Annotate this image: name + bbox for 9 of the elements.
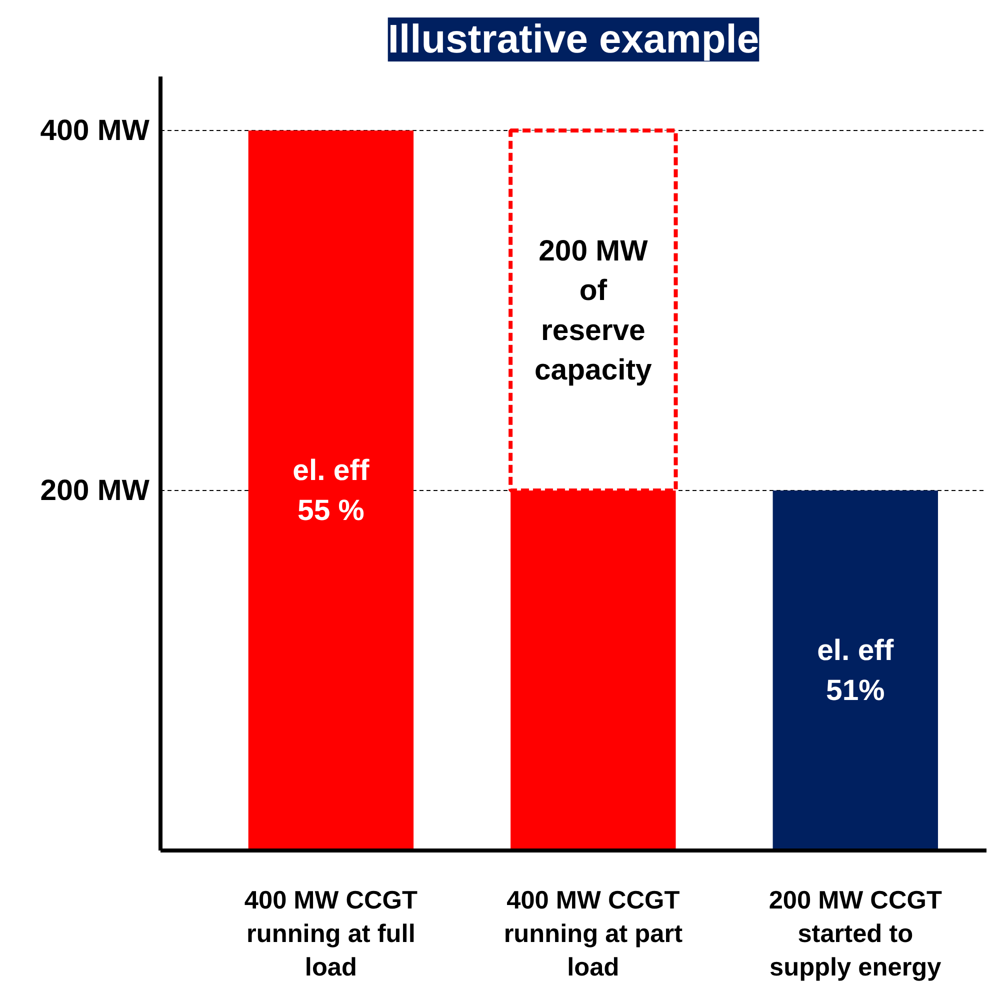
annotation: 200 MW of reserve capacity bbox=[534, 234, 653, 386]
y-tick-label: 200 MW bbox=[40, 474, 150, 507]
x-tick-label: 400 MW CCGT running at full load bbox=[244, 886, 418, 982]
chart-title: Illustrative example bbox=[388, 18, 760, 62]
x-tick-label: 200 MW CCGT started to supply energy bbox=[768, 886, 942, 982]
annotation: el. eff 55 % bbox=[292, 454, 370, 527]
y-tick-label: 400 MW bbox=[40, 114, 150, 147]
x-tick-label: 400 MW CCGT running at part load bbox=[504, 886, 684, 982]
annotation: el. eff 51% bbox=[817, 634, 894, 707]
